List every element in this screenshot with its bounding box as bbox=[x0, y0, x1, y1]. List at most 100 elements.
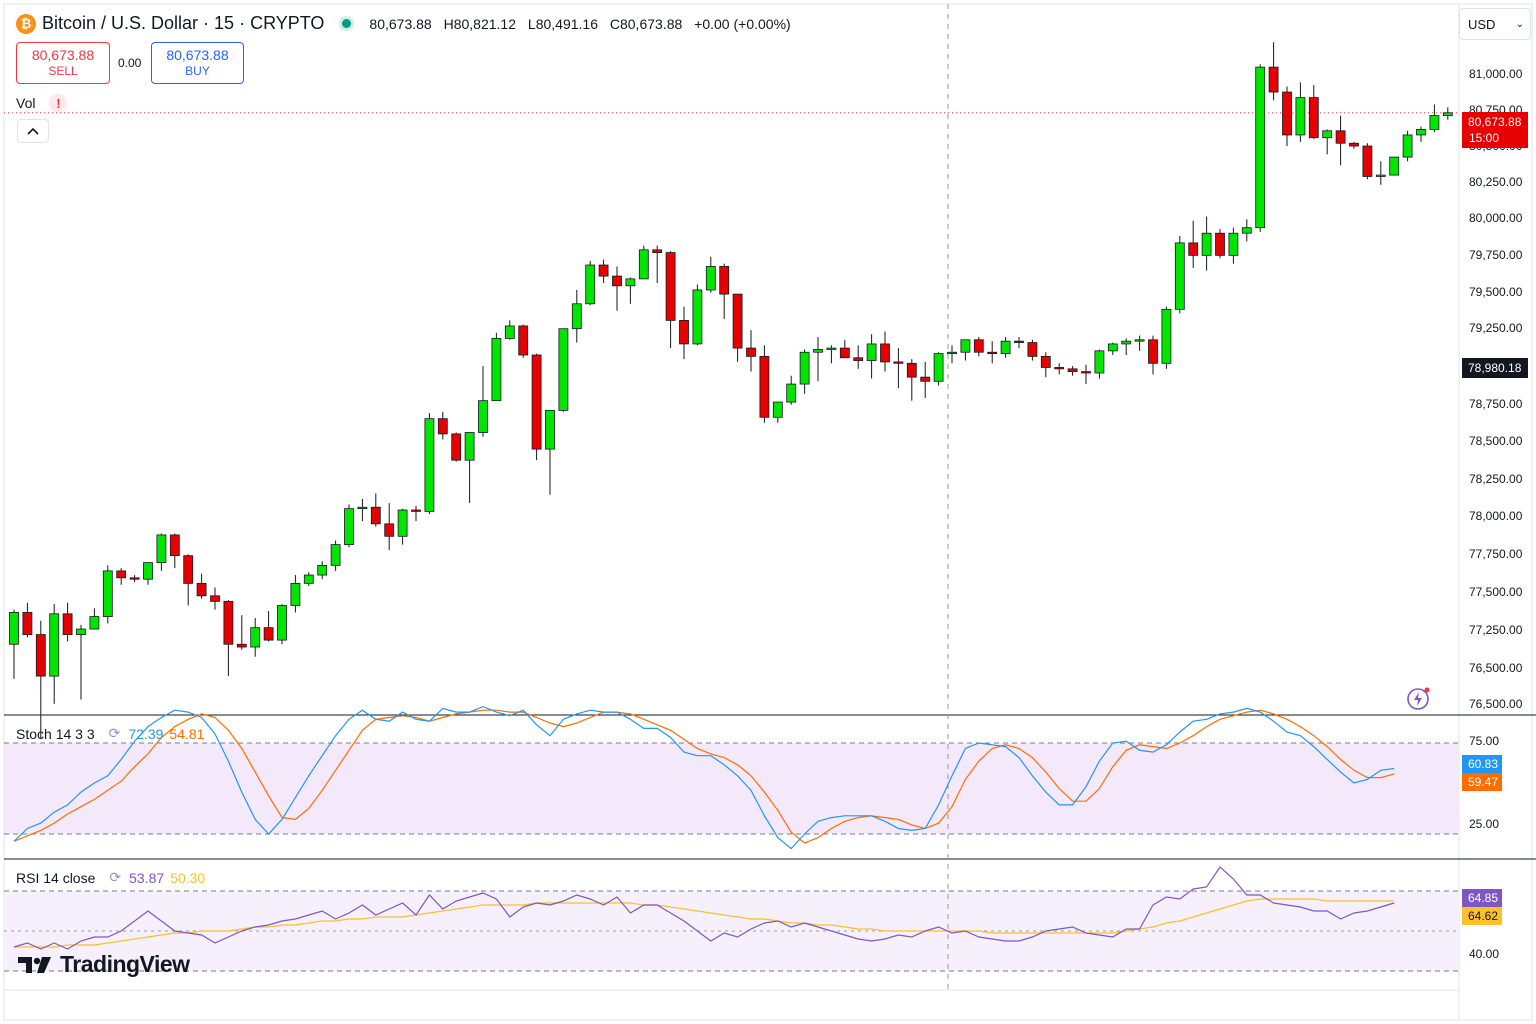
candle bbox=[1389, 156, 1400, 176]
candle bbox=[89, 608, 100, 630]
market-status-icon[interactable] bbox=[342, 19, 352, 28]
rsi-ma-tag-value: 64.62 bbox=[1468, 909, 1498, 923]
candle bbox=[196, 573, 207, 599]
candle-body bbox=[116, 570, 127, 579]
candle-body bbox=[1121, 340, 1132, 345]
ohlc-change: +0.00 (+0.00%) bbox=[694, 15, 791, 32]
last-price-value: 80,673.88 bbox=[1468, 115, 1522, 129]
candle-body bbox=[1040, 355, 1051, 368]
candle bbox=[49, 604, 60, 704]
candle bbox=[732, 293, 743, 362]
candle bbox=[705, 256, 716, 293]
lightning-icon[interactable] bbox=[1406, 687, 1430, 711]
price-tick-label: 79,250.00 bbox=[1469, 321, 1523, 335]
candle-body bbox=[1174, 242, 1185, 310]
collapse-legend-button[interactable] bbox=[17, 119, 49, 143]
candle-body bbox=[558, 328, 569, 411]
candle bbox=[638, 245, 649, 280]
candle-body bbox=[705, 266, 716, 291]
currency-select[interactable]: USD ⌄ bbox=[1459, 8, 1531, 40]
candle-body bbox=[76, 628, 86, 635]
candle bbox=[1000, 337, 1011, 358]
candle-body bbox=[384, 523, 395, 537]
candle-body bbox=[866, 343, 877, 361]
price-tick-label: 78,750.00 bbox=[1469, 397, 1523, 411]
candle-body bbox=[49, 613, 60, 677]
candle bbox=[263, 611, 274, 642]
ohlc-high: H80,821.12 bbox=[443, 15, 517, 32]
candle-body bbox=[1402, 134, 1413, 158]
candle bbox=[665, 251, 676, 349]
candle-body bbox=[960, 339, 971, 353]
candle-body bbox=[612, 275, 622, 287]
candle bbox=[880, 331, 890, 372]
candle bbox=[1121, 338, 1132, 356]
spread-value: 0.00 bbox=[118, 56, 142, 70]
crosshair-price-tag: 78,980.18 bbox=[1462, 358, 1528, 378]
volume-legend[interactable]: Vol ! bbox=[16, 94, 68, 112]
candle bbox=[1054, 363, 1065, 375]
candle-body bbox=[1188, 242, 1199, 256]
candle-body bbox=[1081, 371, 1091, 374]
sell-button[interactable]: 80,673.88 SELL bbox=[16, 42, 110, 84]
warning-icon[interactable]: ! bbox=[49, 94, 68, 112]
candle bbox=[799, 349, 810, 394]
candle-body bbox=[585, 264, 596, 305]
price-tick-label: 76,500.00 bbox=[1469, 697, 1523, 711]
candle bbox=[504, 320, 515, 340]
stoch-tick-75: 75.00 bbox=[1469, 734, 1499, 748]
candle-body bbox=[813, 349, 823, 353]
chevron-down-icon: ⌄ bbox=[1515, 18, 1524, 30]
symbol-legend[interactable]: ₿ Bitcoin / U.S. Dollar · 15 · CRYPTO 80… bbox=[16, 13, 799, 34]
candle bbox=[1295, 82, 1306, 142]
candle bbox=[76, 624, 86, 700]
candle-body bbox=[357, 506, 368, 510]
candle bbox=[545, 409, 555, 495]
candle bbox=[947, 345, 957, 364]
candle bbox=[1215, 229, 1225, 259]
candle bbox=[719, 263, 730, 320]
bitcoin-icon: ₿ bbox=[16, 13, 36, 34]
rsi-legend[interactable]: RSI 14 close ⟳ 53.87 50.30 bbox=[16, 869, 205, 886]
candle bbox=[411, 505, 421, 522]
candle-body bbox=[303, 574, 314, 584]
candle bbox=[491, 332, 502, 402]
candle-body bbox=[263, 627, 274, 641]
rsi-lines bbox=[13, 866, 1395, 950]
candle-body bbox=[679, 320, 689, 345]
candle-body bbox=[1241, 227, 1252, 234]
candle-body bbox=[317, 564, 328, 576]
candle-body bbox=[719, 266, 730, 295]
candle-body bbox=[156, 534, 167, 564]
stoch-legend[interactable]: Stoch 14 3 3 ⟳ 72.39 54.81 bbox=[16, 725, 204, 742]
candle bbox=[210, 587, 220, 610]
candle-body bbox=[183, 555, 194, 584]
buy-button[interactable]: 80,673.88 BUY bbox=[151, 42, 244, 84]
tradingview-watermark[interactable]: TradingView bbox=[18, 951, 190, 978]
candle-body bbox=[397, 509, 408, 537]
candle bbox=[866, 334, 877, 379]
candle-body bbox=[1215, 232, 1225, 256]
candle-body bbox=[1295, 97, 1306, 136]
candle bbox=[1027, 339, 1038, 361]
stoch-k-line bbox=[13, 705, 1395, 850]
candle bbox=[920, 361, 931, 398]
candle bbox=[156, 533, 167, 571]
candle bbox=[478, 366, 488, 437]
candle-body bbox=[411, 509, 421, 512]
candle bbox=[813, 337, 823, 382]
candle-body bbox=[169, 534, 180, 557]
candle-body bbox=[692, 289, 703, 345]
price-tick-label: 77,250.00 bbox=[1469, 623, 1523, 637]
candle-body bbox=[1322, 130, 1333, 139]
candle-body bbox=[531, 354, 542, 450]
candle bbox=[1161, 306, 1172, 369]
candle bbox=[598, 259, 609, 284]
candle-body bbox=[277, 605, 287, 641]
symbol-title[interactable]: Bitcoin / U.S. Dollar · 15 · CRYPTO bbox=[42, 13, 325, 33]
candle bbox=[464, 432, 475, 504]
rsi-ma-tag bbox=[1462, 907, 1502, 925]
candle bbox=[692, 284, 703, 346]
candle-body bbox=[571, 303, 582, 330]
